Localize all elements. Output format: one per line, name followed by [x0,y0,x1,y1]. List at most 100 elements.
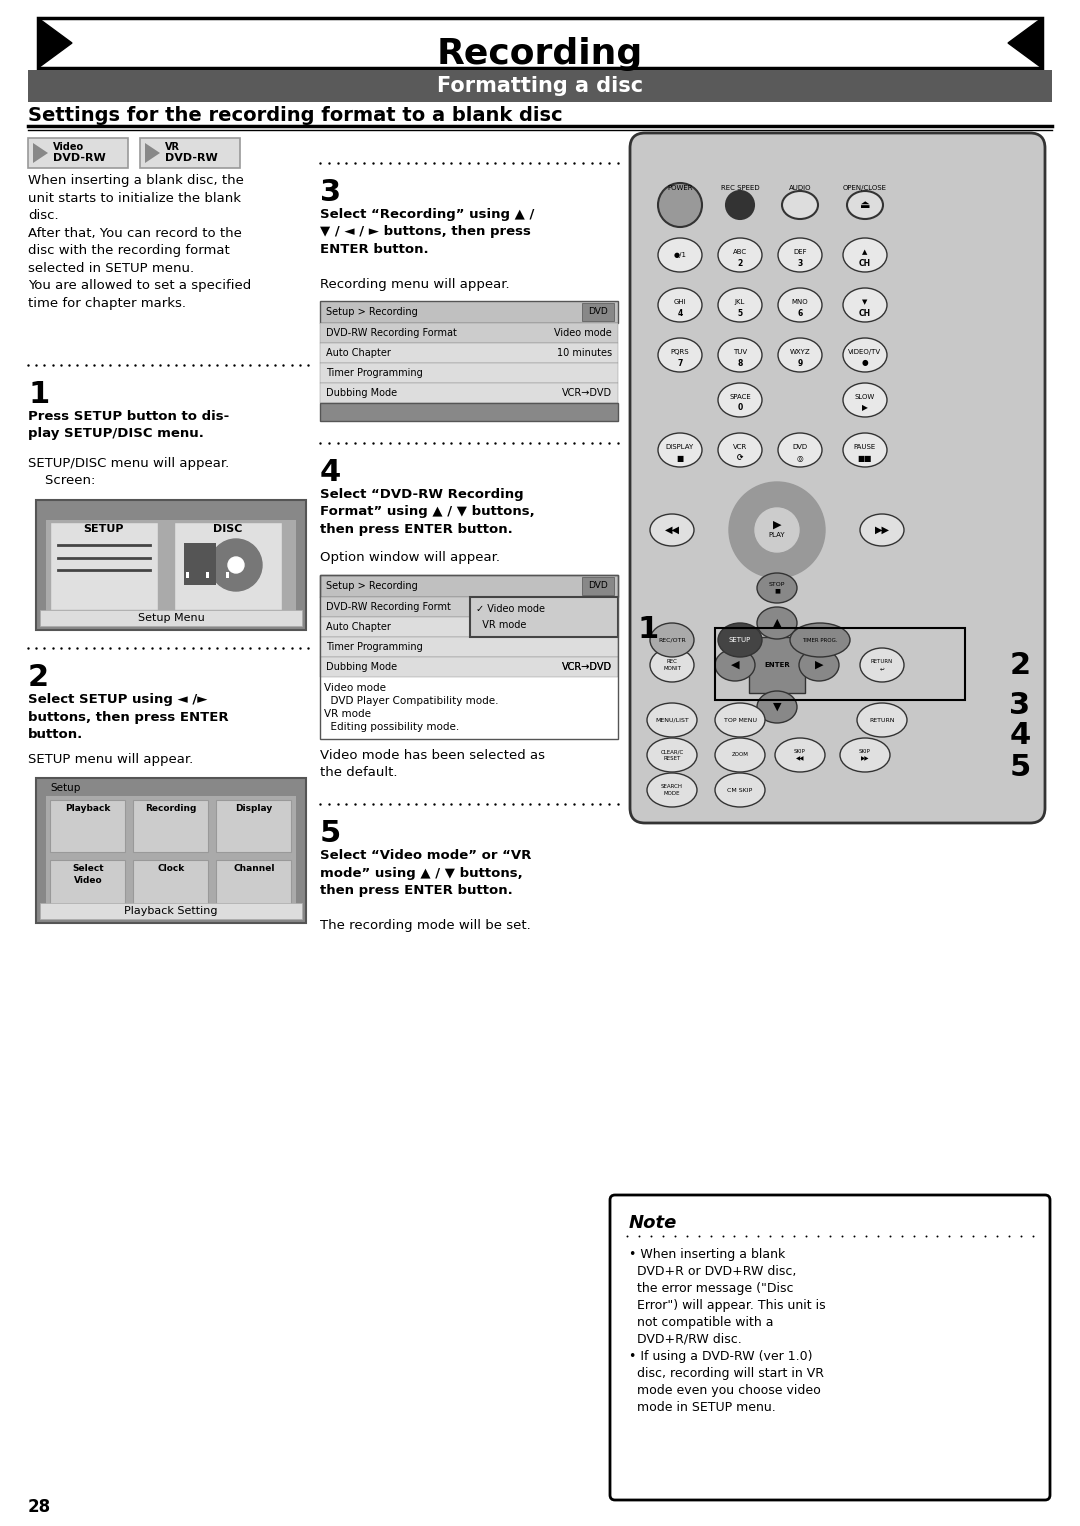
Bar [40,610,302,626]
Ellipse shape [843,433,887,467]
Bar [206,572,210,578]
Text: MENU/LIST: MENU/LIST [656,717,689,722]
Point [135,636,152,661]
Text: 0: 0 [738,403,743,412]
Point [619,1224,636,1248]
Point [338,430,355,455]
Point [373,792,390,816]
Bar [320,363,618,383]
Point [274,636,292,661]
Point [976,1224,994,1248]
Text: DISPLAY: DISPLAY [666,444,694,450]
Point [408,151,426,175]
Text: ZOOM: ZOOM [731,752,748,757]
Point [496,430,513,455]
Point [496,792,513,816]
Point [643,1224,660,1248]
Ellipse shape [843,337,887,372]
Bar [582,577,615,595]
Text: VCR→DVD: VCR→DVD [562,662,612,671]
Point [381,430,399,455]
Point [609,430,626,455]
Point [208,636,226,661]
Point [417,151,434,175]
Text: ▼: ▼ [862,299,867,305]
Text: ■: ■ [676,453,684,462]
Point [592,792,609,816]
Point [566,792,583,816]
Point [600,792,618,816]
Text: ▲: ▲ [862,249,867,255]
Bar [320,383,618,403]
Point [69,353,86,377]
Point [338,151,355,175]
Ellipse shape [860,649,904,682]
Text: TIMER PROG.: TIMER PROG. [802,638,838,642]
Point [176,636,193,661]
Ellipse shape [843,383,887,417]
Bar [184,543,216,584]
Point [242,353,259,377]
Bar [46,520,296,620]
Point [469,792,486,816]
Point [217,353,234,377]
Point [399,151,416,175]
Point [487,430,504,455]
Point [557,792,575,816]
Text: SEARCH
MODE: SEARCH MODE [661,784,683,795]
Bar [40,903,302,919]
Point [592,151,609,175]
Bar [470,597,618,636]
Bar [133,861,208,913]
Text: ▶: ▶ [773,520,781,530]
Text: 4: 4 [677,308,683,317]
Text: Setup Menu: Setup Menu [137,613,204,623]
Text: SETUP menu will appear.: SETUP menu will appear. [28,752,193,766]
Text: CLEAR/C
RESET: CLEAR/C RESET [660,749,684,761]
Text: VR: VR [165,142,180,153]
Text: DEF: DEF [793,249,807,255]
Point [320,430,337,455]
Point [1012,1224,1029,1248]
Ellipse shape [847,191,883,220]
Ellipse shape [650,623,694,658]
Text: WXYZ: WXYZ [789,349,810,356]
Text: Note: Note [629,1215,677,1231]
Point [364,792,381,816]
Point [143,353,160,377]
Text: Press SETUP button to dis-
play SETUP/DISC menu.: Press SETUP button to dis- play SETUP/DI… [28,410,229,441]
Ellipse shape [789,623,850,658]
Text: Auto Chapter: Auto Chapter [326,623,391,632]
Text: SETUP: SETUP [84,523,124,534]
Point [434,151,451,175]
Text: Playback Setting: Playback Setting [124,906,218,916]
Point [110,636,127,661]
Point [426,792,443,816]
Point [496,151,513,175]
Point [160,353,177,377]
Point [143,636,160,661]
Point [347,430,364,455]
Point [504,430,522,455]
Bar [36,501,306,630]
Point [19,636,37,661]
Point [513,151,530,175]
Point [487,151,504,175]
Bar [582,304,615,320]
Text: ✓ Video mode: ✓ Video mode [476,604,545,613]
Ellipse shape [775,739,825,772]
Text: 3: 3 [1010,690,1030,719]
Bar [186,572,189,578]
Text: ▼: ▼ [773,702,781,713]
Text: 5: 5 [320,819,341,848]
Point [583,792,600,816]
Point [504,792,522,816]
Ellipse shape [778,433,822,467]
Point [750,1224,767,1248]
Text: 2: 2 [738,258,743,267]
Ellipse shape [658,433,702,467]
Ellipse shape [843,288,887,322]
Ellipse shape [718,433,762,467]
Text: 10 minutes: 10 minutes [557,348,612,359]
Text: REC/OTR: REC/OTR [658,638,686,642]
